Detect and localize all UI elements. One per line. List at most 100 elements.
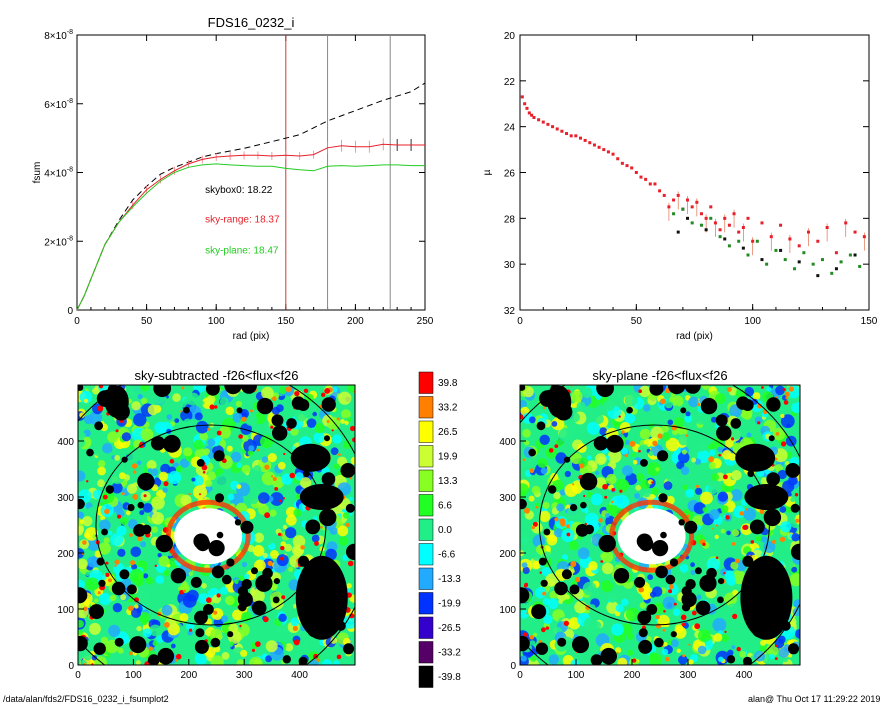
noise-blob bbox=[157, 553, 162, 558]
noise-blob bbox=[537, 458, 548, 468]
noise-blob bbox=[265, 655, 273, 663]
star-mask bbox=[211, 544, 221, 553]
noise-blob bbox=[269, 492, 284, 506]
sb-point bbox=[602, 148, 606, 152]
bright-noise-blob bbox=[783, 400, 789, 405]
noise-blob bbox=[142, 503, 153, 513]
noise-blob bbox=[147, 404, 159, 416]
noise-blob bbox=[88, 507, 95, 514]
star-mask bbox=[564, 456, 571, 463]
noise-blob bbox=[791, 655, 800, 665]
bright-noise-blob bbox=[621, 430, 625, 434]
noise-blob bbox=[746, 432, 752, 438]
noise-blob bbox=[154, 421, 167, 434]
bright-noise-blob bbox=[554, 444, 559, 448]
noise-blob bbox=[755, 535, 762, 542]
sb-point bbox=[820, 258, 824, 262]
bright-noise-blob bbox=[695, 484, 700, 488]
sb-point bbox=[774, 248, 778, 252]
bright-noise-blob bbox=[292, 625, 298, 632]
bright-noise-blob bbox=[724, 630, 727, 634]
noise-blob bbox=[726, 530, 731, 536]
noise-blob bbox=[693, 502, 706, 515]
star-mask bbox=[590, 654, 603, 665]
bright-noise-blob bbox=[750, 540, 755, 544]
noise-blob bbox=[220, 615, 229, 623]
noise-blob bbox=[533, 632, 538, 637]
bright-noise-blob bbox=[104, 508, 110, 515]
bright-noise-blob bbox=[180, 410, 183, 413]
bright-noise-blob bbox=[772, 539, 776, 544]
star-mask bbox=[183, 406, 190, 414]
noise-blob bbox=[793, 599, 800, 608]
star-mask bbox=[638, 536, 654, 552]
noise-blob bbox=[338, 391, 352, 405]
noise-blob bbox=[337, 525, 349, 537]
bright-noise-blob bbox=[201, 464, 208, 471]
y-tick-label: 400 bbox=[499, 437, 516, 448]
sb-point bbox=[704, 216, 708, 220]
noise-blob bbox=[694, 458, 701, 465]
sb-point bbox=[644, 177, 648, 181]
sb-point bbox=[853, 253, 857, 257]
noise-blob bbox=[579, 489, 590, 500]
noise-blob bbox=[236, 659, 245, 665]
noise-blob bbox=[571, 424, 576, 429]
noise-blob bbox=[288, 566, 294, 572]
x-tick-label: 100 bbox=[744, 316, 761, 327]
noise-blob bbox=[619, 422, 631, 433]
noise-blob bbox=[219, 586, 229, 596]
star-mask bbox=[528, 448, 536, 457]
noise-blob bbox=[347, 385, 355, 393]
bright-noise-blob bbox=[326, 420, 330, 423]
sb-point bbox=[620, 161, 624, 165]
sb-point bbox=[816, 239, 820, 243]
noise-blob bbox=[182, 594, 197, 608]
star-mask bbox=[654, 637, 664, 648]
noise-blob bbox=[679, 564, 689, 573]
star-mask bbox=[240, 520, 254, 534]
noise-blob bbox=[674, 624, 684, 633]
star-mask bbox=[716, 425, 732, 441]
noise-blob bbox=[232, 609, 243, 621]
noise-blob bbox=[775, 385, 785, 396]
profile-series-line bbox=[76, 143, 425, 311]
noise-blob bbox=[91, 655, 98, 661]
footer-path: /data/alan/fds2/FDS16_0232_i_fsumplot2 bbox=[3, 694, 169, 704]
star-mask bbox=[324, 435, 330, 442]
noise-blob bbox=[611, 623, 624, 636]
bright-noise-blob bbox=[117, 514, 122, 519]
bright-noise-blob bbox=[548, 448, 554, 453]
noise-blob bbox=[581, 387, 593, 399]
noise-blob bbox=[760, 536, 768, 543]
star-mask bbox=[101, 528, 108, 536]
star-mask bbox=[540, 579, 548, 587]
noise-blob bbox=[661, 648, 669, 656]
bright-noise-blob bbox=[272, 396, 277, 402]
sb-point bbox=[551, 125, 555, 129]
y-tick-label: 300 bbox=[499, 493, 516, 504]
x-tick-label: 400 bbox=[291, 670, 308, 681]
noise-blob bbox=[146, 460, 157, 470]
noise-blob bbox=[528, 416, 536, 424]
sb-point bbox=[783, 258, 787, 262]
sb-point bbox=[839, 260, 843, 264]
noise-blob bbox=[79, 519, 85, 525]
noise-blob bbox=[343, 440, 352, 449]
bright-star-mask bbox=[295, 555, 348, 640]
noise-blob bbox=[136, 460, 142, 465]
noise-blob bbox=[208, 452, 215, 459]
star-mask bbox=[766, 472, 780, 486]
noise-blob bbox=[120, 517, 129, 526]
noise-blob bbox=[672, 608, 681, 617]
noise-blob bbox=[275, 623, 287, 635]
noise-blob bbox=[78, 470, 86, 482]
noise-blob bbox=[754, 416, 763, 425]
noise-blob bbox=[136, 588, 151, 603]
bright-noise-blob bbox=[735, 558, 740, 564]
sky-subtracted-map: sky-subtracted -f26<flux<f26 0 100 200 300 40… bbox=[57, 368, 356, 681]
noise-blob bbox=[78, 579, 85, 589]
sb-point bbox=[723, 216, 727, 220]
star-mask bbox=[238, 603, 247, 612]
noise-blob bbox=[583, 617, 598, 632]
